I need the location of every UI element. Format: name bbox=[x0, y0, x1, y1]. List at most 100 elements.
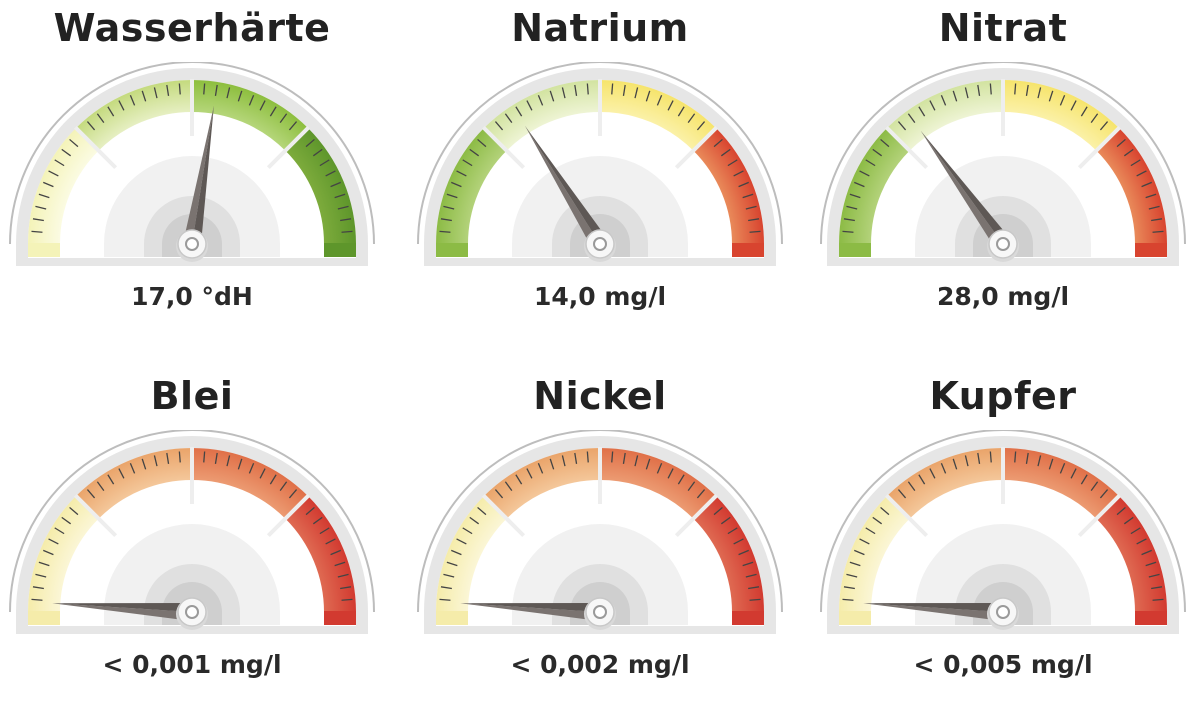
minor-tick bbox=[859, 170, 870, 177]
minor-tick bbox=[1025, 84, 1029, 96]
minor-tick bbox=[259, 100, 266, 111]
minor-tick bbox=[214, 84, 218, 96]
minor-tick bbox=[469, 516, 480, 525]
pivot-center bbox=[185, 605, 199, 619]
minor-tick bbox=[269, 106, 277, 117]
minor-tick bbox=[854, 181, 865, 188]
minor-tick bbox=[237, 458, 243, 470]
gauge-zone-foot bbox=[324, 243, 356, 257]
minor-tick bbox=[738, 181, 749, 188]
minor-tick bbox=[742, 561, 754, 567]
gauge-needle bbox=[460, 603, 600, 621]
major-divider bbox=[1077, 125, 1122, 170]
minor-tick bbox=[96, 113, 105, 124]
minor-tick bbox=[1090, 481, 1099, 492]
minor-tick bbox=[32, 586, 44, 590]
minor-tick bbox=[166, 84, 170, 96]
gauge-dial bbox=[820, 62, 1186, 266]
minor-tick bbox=[720, 148, 731, 157]
gauge-value: 28,0 mg/l bbox=[936, 282, 1070, 311]
minor-tick bbox=[667, 100, 674, 111]
gauge-zone-foot bbox=[28, 611, 60, 625]
minor-tick bbox=[48, 170, 59, 177]
minor-tick bbox=[118, 100, 125, 111]
gauge-zone-foot bbox=[839, 611, 871, 625]
minor-tick bbox=[61, 516, 72, 525]
minor-tick bbox=[561, 455, 566, 467]
bezel-outline bbox=[417, 430, 783, 613]
minor-tick bbox=[622, 452, 626, 464]
minor-tick bbox=[48, 538, 59, 545]
minor-tick bbox=[1148, 205, 1160, 210]
minor-tick bbox=[1037, 87, 1042, 99]
minor-tick bbox=[334, 193, 346, 199]
gauge-zone bbox=[285, 496, 356, 612]
minor-tick bbox=[989, 451, 992, 463]
gauge-zone bbox=[285, 128, 356, 244]
minor-tick bbox=[279, 481, 288, 492]
minor-tick bbox=[312, 516, 323, 525]
minor-tick bbox=[1014, 451, 1017, 463]
minor-tick bbox=[1123, 148, 1134, 157]
minor-tick bbox=[248, 463, 255, 474]
gauge-kupfer: Kupfer < 0,005 mg/l bbox=[813, 368, 1193, 705]
gauge-dial bbox=[9, 430, 375, 634]
bezel-outline bbox=[9, 62, 375, 245]
gauge-dial bbox=[417, 430, 783, 634]
minor-tick bbox=[977, 452, 981, 464]
minor-tick bbox=[330, 181, 341, 188]
minor-tick bbox=[748, 218, 760, 222]
minor-tick bbox=[897, 121, 907, 131]
major-divider bbox=[1077, 493, 1122, 538]
gauge-zone-foot bbox=[324, 611, 356, 625]
minor-tick bbox=[107, 474, 115, 485]
minor-tick bbox=[86, 489, 96, 499]
gauge-value: < 0,002 mg/l bbox=[510, 650, 690, 679]
gauge-needle-shade bbox=[524, 125, 608, 244]
minor-tick bbox=[622, 84, 626, 96]
minor-tick bbox=[1099, 489, 1109, 499]
minor-tick bbox=[574, 84, 578, 96]
minor-tick bbox=[340, 586, 352, 590]
minor-tick bbox=[977, 84, 981, 96]
minor-tick bbox=[248, 95, 255, 106]
minor-tick bbox=[964, 455, 969, 467]
minor-tick bbox=[1151, 218, 1163, 222]
major-divider bbox=[884, 125, 929, 170]
major-divider bbox=[674, 493, 719, 538]
gauge-zone bbox=[192, 80, 308, 151]
minor-tick bbox=[1141, 549, 1152, 556]
gauge-zone bbox=[839, 128, 910, 244]
minor-tick bbox=[727, 159, 738, 167]
minor-tick bbox=[226, 87, 231, 99]
minor-tick bbox=[667, 468, 674, 479]
minor-tick bbox=[745, 573, 757, 578]
minor-tick bbox=[526, 468, 533, 479]
gauge-zone bbox=[436, 496, 507, 612]
minor-tick bbox=[1070, 100, 1077, 111]
minor-tick bbox=[749, 598, 761, 601]
gauge-zone-foot bbox=[28, 243, 60, 257]
minor-tick bbox=[319, 527, 330, 535]
minor-tick bbox=[842, 230, 854, 233]
bezel-outline bbox=[820, 62, 1186, 245]
minor-tick bbox=[38, 561, 50, 567]
gauge-zone-foot bbox=[1135, 611, 1167, 625]
gauge-natrium: Natrium 14,0 mg/l bbox=[410, 0, 790, 340]
major-divider bbox=[481, 493, 526, 538]
minor-tick bbox=[1025, 452, 1029, 464]
minor-tick bbox=[1148, 573, 1160, 578]
minor-tick bbox=[43, 181, 54, 188]
minor-tick bbox=[656, 463, 663, 474]
minor-tick bbox=[727, 527, 738, 535]
minor-tick bbox=[226, 455, 231, 467]
minor-tick bbox=[720, 516, 731, 525]
minor-tick bbox=[1152, 230, 1164, 233]
minor-tick bbox=[964, 87, 969, 99]
minor-tick bbox=[656, 95, 663, 106]
major-divider bbox=[674, 125, 719, 170]
minor-tick bbox=[645, 458, 651, 470]
minor-tick bbox=[203, 83, 206, 95]
gauge-zone bbox=[436, 128, 507, 244]
minor-tick bbox=[141, 458, 147, 470]
